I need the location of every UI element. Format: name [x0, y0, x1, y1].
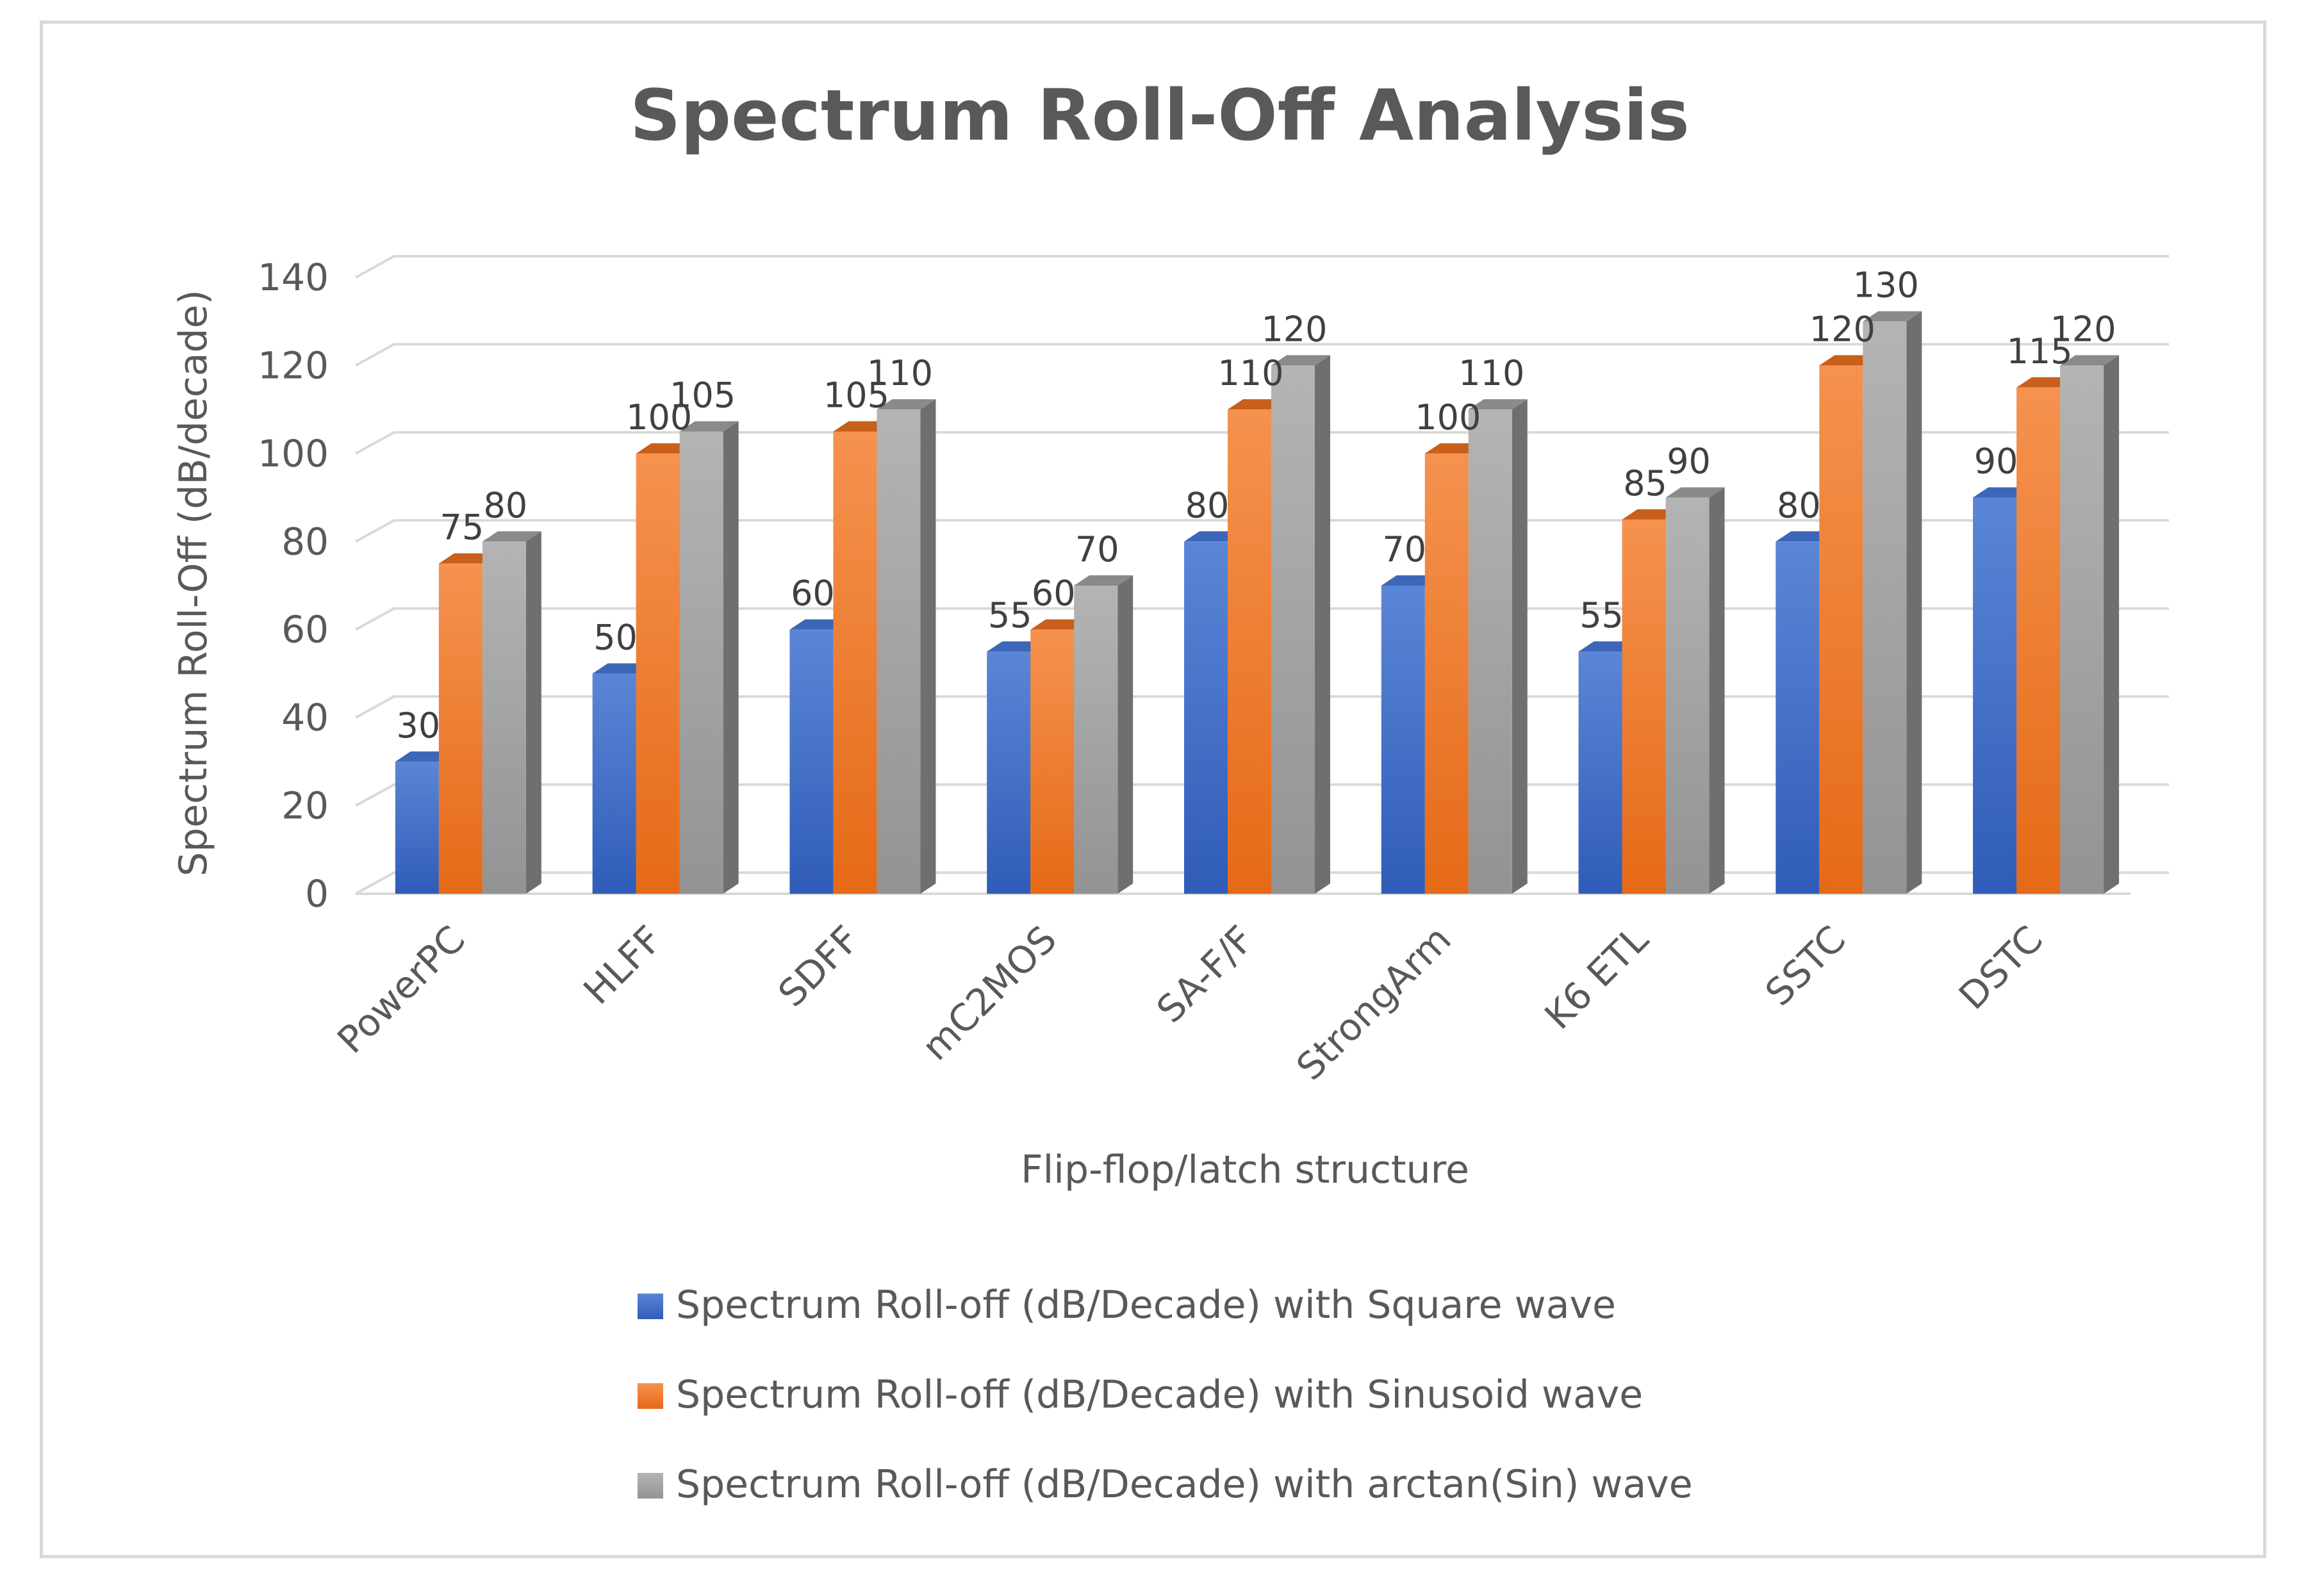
- gridline: [355, 695, 2169, 719]
- bar: [1863, 311, 1922, 894]
- data-label: 90: [1974, 441, 2018, 482]
- legend-label: Spectrum Roll-off (dB/Decade) with Sinus…: [676, 1372, 1643, 1417]
- y-axis-title: Spectrum Roll-Off (dB/decade): [171, 290, 216, 876]
- y-tick-label: 20: [281, 784, 329, 828]
- bar: [877, 399, 936, 894]
- gridline: [355, 607, 2169, 631]
- x-category-label: StrongArm: [1288, 917, 1459, 1089]
- x-category-label: PowerPC: [329, 917, 473, 1062]
- chart-title: Spectrum Roll-Off Analysis: [630, 74, 1690, 156]
- data-label: 100: [626, 397, 692, 438]
- data-label: 80: [1777, 485, 1821, 525]
- gridline: [355, 871, 2169, 895]
- data-label: 70: [1382, 529, 1426, 570]
- bar: [1271, 355, 1330, 894]
- data-label: 105: [670, 375, 736, 416]
- data-labels: 3075805010010560105110556070801101207010…: [397, 265, 2116, 746]
- data-label: 110: [1458, 353, 1524, 393]
- data-label: 90: [1667, 441, 1711, 482]
- data-label: 50: [593, 617, 638, 657]
- bar: [1665, 487, 1725, 894]
- y-tick-label: 0: [305, 872, 329, 916]
- legend-swatch: [638, 1294, 663, 1319]
- gridline: [355, 783, 2169, 807]
- data-label: 55: [1579, 595, 1624, 636]
- data-label: 130: [1853, 265, 1919, 306]
- legend-item: Spectrum Roll-off (dB/Decade) with Sinus…: [638, 1372, 1643, 1417]
- bar: [1468, 399, 1528, 894]
- data-label: 70: [1075, 529, 1119, 570]
- data-label: 110: [1217, 353, 1283, 393]
- legend-label: Spectrum Roll-off (dB/Decade) with Squar…: [676, 1283, 1616, 1327]
- bar: [1074, 575, 1133, 894]
- data-label: 100: [1415, 397, 1481, 438]
- data-label: 80: [484, 485, 528, 525]
- y-tick-label: 140: [258, 256, 329, 299]
- x-category-label: SDFF: [770, 917, 868, 1015]
- legend-swatch: [638, 1383, 663, 1409]
- x-category-label: SSTC: [1757, 917, 1854, 1014]
- y-tick-label: 100: [258, 432, 329, 475]
- data-label: 120: [1261, 309, 1327, 349]
- x-category-label: HLFF: [575, 917, 671, 1013]
- x-axis-categories: PowerPC HLFF SDFF mC2MOS SA-F/F StrongArm K6 E…: [329, 917, 2051, 1089]
- data-label: 120: [1809, 309, 1875, 349]
- x-axis-title: Flip-flop/latch structure: [1021, 1147, 1469, 1192]
- legend-item: Spectrum Roll-off (dB/Decade) with arcta…: [638, 1462, 1693, 1507]
- data-label: 115: [2007, 331, 2073, 372]
- gridline: [355, 431, 2169, 455]
- data-label: 30: [397, 705, 441, 746]
- data-label: 60: [1032, 573, 1076, 614]
- x-category-label: mC2MOS: [914, 917, 1065, 1069]
- data-label: 75: [440, 507, 484, 548]
- y-tick-label: 120: [258, 343, 329, 387]
- x-category-label: DSTC: [1950, 917, 2051, 1018]
- bar: [2060, 355, 2120, 894]
- x-category-label: SA-F/F: [1148, 917, 1262, 1031]
- gridline: [355, 343, 2169, 367]
- bar: [679, 421, 739, 894]
- gridline: [355, 519, 2169, 543]
- y-tick-label: 80: [281, 520, 329, 563]
- y-tick-label: 60: [281, 608, 329, 652]
- data-label: 85: [1623, 463, 1667, 504]
- data-label: 80: [1185, 485, 1230, 525]
- bars: [395, 311, 2120, 894]
- y-tick-label: 40: [281, 696, 329, 739]
- data-label: 105: [823, 375, 889, 416]
- legend-swatch: [638, 1473, 663, 1499]
- y-axis-ticks: 0 20 40 60 80 100 120 140: [258, 256, 329, 916]
- legend: Spectrum Roll-off (dB/Decade) with Squar…: [638, 1283, 1693, 1507]
- gridline: [355, 255, 2169, 279]
- data-label: 60: [791, 573, 835, 614]
- data-label: 120: [2050, 309, 2116, 349]
- data-label: 55: [988, 595, 1032, 636]
- bar: [482, 531, 541, 894]
- legend-item: Spectrum Roll-off (dB/Decade) with Squar…: [638, 1283, 1616, 1327]
- x-category-label: K6 ETL: [1537, 917, 1657, 1038]
- data-label: 110: [867, 353, 933, 393]
- legend-label: Spectrum Roll-off (dB/Decade) with arcta…: [676, 1462, 1693, 1507]
